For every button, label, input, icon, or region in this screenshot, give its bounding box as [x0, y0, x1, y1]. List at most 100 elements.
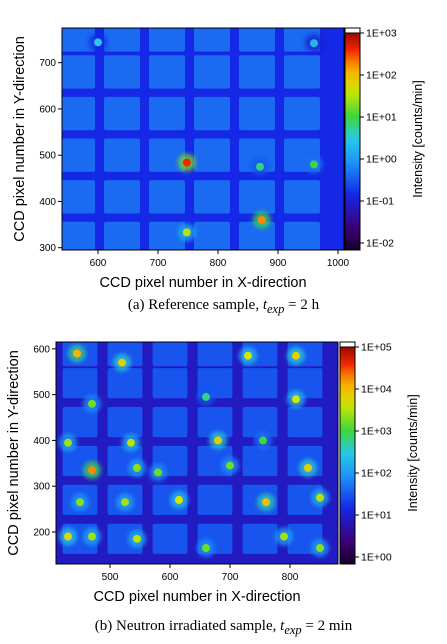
heatmap-reference-chart: 600 700 800 900 1000 300 400 500 600 700 CCD pixel…	[12, 27, 425, 291]
detector-cell	[152, 368, 188, 399]
x-tick-label: 500	[102, 572, 119, 583]
detector-cell	[62, 180, 95, 214]
y-tick-label: 400	[33, 436, 50, 447]
hotspot	[175, 495, 183, 504]
x-axis-label: CCD pixel number in X-direction	[93, 589, 300, 605]
hotspot	[259, 436, 267, 445]
panel-irradiated: 500 600 700 800 200 300 400 500 600 CCD pixel num…	[0, 330, 447, 640]
colorbar-tick-label: 1E+01	[361, 510, 392, 522]
detector-cell	[239, 221, 275, 250]
detector-cell	[284, 180, 320, 214]
caption-reference-var: t	[262, 297, 267, 313]
y-tick-label: 300	[33, 482, 50, 493]
caption-reference-sub: exp	[267, 302, 285, 316]
detector-cell	[242, 368, 278, 399]
detector-cell	[194, 221, 230, 250]
colorbar-label: Intensity [counts/min]	[411, 80, 425, 197]
detector-cell	[194, 138, 230, 172]
colorbar-overflow	[344, 27, 361, 34]
detector-cell	[107, 368, 143, 399]
detector-cell	[242, 523, 278, 554]
hotspot	[118, 358, 126, 367]
caption-irradiated-var: t	[280, 618, 285, 634]
plot-area	[56, 342, 338, 564]
y-axis-label: CCD pixel number in Y-direction	[6, 350, 22, 556]
heatmap-irradiated-chart: 500 600 700 800 200 300 400 500 600 CCD pixel num…	[6, 341, 420, 605]
x-tick-label: 600	[162, 572, 179, 583]
detector-cell	[149, 55, 185, 89]
hotspot	[292, 351, 300, 360]
detector-cell	[242, 406, 278, 438]
detector-cell	[197, 484, 233, 516]
hotspot	[310, 160, 318, 169]
caption-reference-prefix: (a) Reference sample,	[127, 297, 260, 313]
hotspot	[256, 162, 264, 171]
detector-cell	[104, 221, 140, 250]
hotspot	[94, 38, 102, 47]
colorbar-tick-label: 1E-02	[366, 238, 394, 250]
hotspot	[257, 215, 266, 224]
detector-cell	[194, 28, 230, 52]
plot-frame	[61, 27, 345, 251]
detector-cell	[104, 138, 140, 172]
hotspot	[262, 498, 270, 507]
x-tick-label: 700	[150, 258, 167, 269]
y-tick-label: 600	[33, 344, 50, 355]
colorbar-tick-label: 1E+03	[361, 426, 392, 438]
hotspot	[127, 438, 135, 447]
hotspot	[133, 534, 141, 543]
detector-cell	[149, 96, 185, 131]
detector-cell	[194, 96, 230, 131]
colorbar-tick-label: 1E+05	[361, 342, 392, 354]
detector-cell	[104, 96, 140, 131]
detector-cell	[149, 221, 185, 250]
detector-cell	[287, 406, 323, 438]
detector-cell	[239, 55, 275, 89]
hotspot	[280, 532, 288, 541]
panel-reference: 600 700 800 900 1000 300 400 500 600 700 CCD pixel…	[0, 0, 447, 318]
detector-cell	[62, 138, 95, 172]
detector-cell	[152, 342, 188, 367]
hotspot	[64, 438, 72, 447]
colorbar-tick-label: 1E+02	[361, 468, 392, 480]
detector-cell	[194, 180, 230, 214]
detector-cell	[149, 138, 185, 172]
detector-cell	[152, 523, 188, 554]
detector-cell	[284, 55, 320, 89]
colorbar	[339, 341, 356, 565]
detector-cell	[239, 96, 275, 131]
hotspot	[133, 463, 141, 472]
colorbar-tick-label: 1E-01	[366, 196, 394, 208]
plot-frame	[55, 341, 339, 565]
colorbar-tick-label: 1E+03	[366, 28, 397, 40]
detector-cell	[284, 96, 320, 131]
y-tick-label: 500	[33, 390, 50, 401]
x-tick-label: 800	[282, 572, 299, 583]
y-axis-label: CCD pixel number in Y-direction	[12, 36, 28, 242]
detector-cell	[149, 28, 185, 52]
hotspot	[244, 351, 252, 360]
x-tick-label: 800	[210, 258, 227, 269]
hotspot	[316, 543, 324, 552]
hotspot	[121, 498, 129, 507]
detector-cell	[239, 28, 275, 52]
caption-irradiated-suffix: = 2 min	[305, 618, 353, 634]
detector-cell	[104, 55, 140, 89]
y-tick-label: 400	[39, 197, 56, 208]
caption-reference: (a) Reference sample, texp = 2 h	[0, 297, 447, 317]
colorbar-tick-label: 1E+00	[361, 552, 392, 564]
x-tick-label: 900	[270, 258, 287, 269]
hotspot	[226, 461, 234, 470]
hotspot	[88, 399, 96, 408]
hotspot	[64, 532, 72, 541]
colorbar	[344, 27, 361, 251]
hotspot	[182, 228, 191, 237]
hotspot	[304, 463, 312, 472]
detector-cell	[107, 406, 143, 438]
hotspot	[88, 466, 96, 475]
hotspot	[202, 543, 210, 552]
detector-cell	[62, 55, 95, 89]
detector-cell	[197, 342, 233, 367]
colorbar-tick-label: 1E+01	[366, 112, 397, 124]
y-tick-label: 300	[39, 243, 56, 254]
